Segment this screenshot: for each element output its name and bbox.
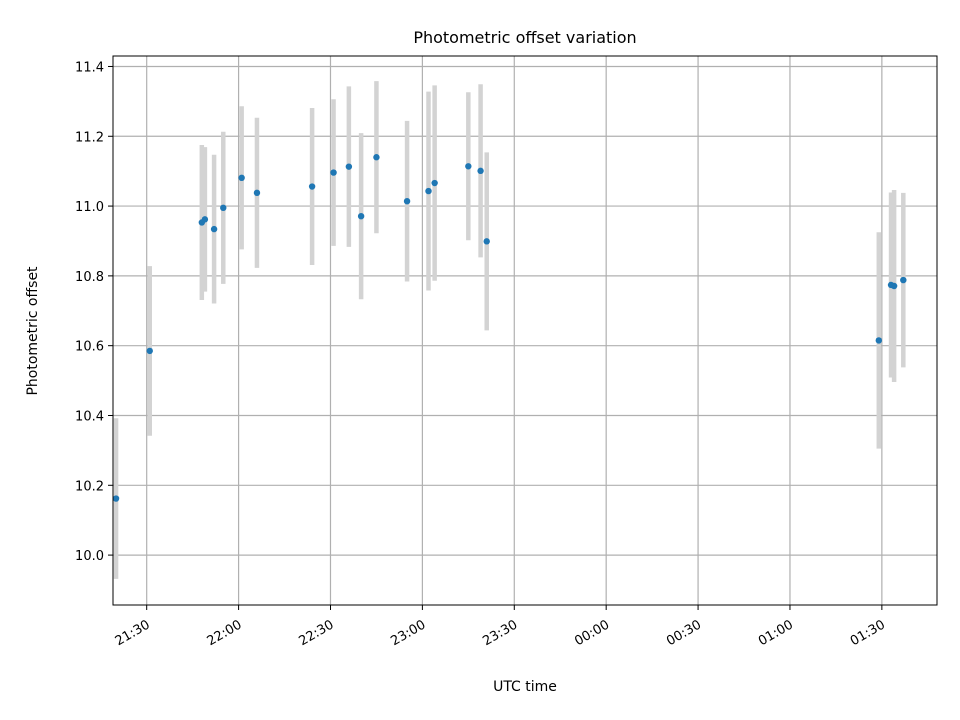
y-axis-label: Photometric offset [25, 266, 41, 396]
y-tick-label: 11.4 [75, 60, 104, 75]
x-tick-label: 00:30 [664, 617, 704, 649]
x-tick-label: 21:30 [113, 617, 153, 649]
x-tick-label: 22:00 [205, 617, 245, 649]
y-tick-label: 10.6 [75, 340, 104, 355]
data-point [483, 238, 490, 245]
x-tick-label: 01:00 [756, 617, 796, 649]
data-point [253, 189, 261, 197]
y-axis-ticks: 10.0 10.2 10.4 10.6 10.8 11.0 11.2 11.4 [75, 60, 113, 564]
data-point [890, 282, 898, 290]
x-tick-label: 23:30 [480, 617, 520, 649]
y-tick-label: 10.0 [75, 549, 104, 564]
x-tick-label: 00:00 [572, 617, 612, 649]
y-tick-label: 10.4 [75, 409, 104, 424]
y-tick-label: 11.0 [75, 200, 104, 215]
data-point [357, 212, 365, 220]
data-point [345, 163, 353, 170]
data-point [875, 337, 882, 344]
data-point [465, 163, 472, 170]
y-tick-label: 11.2 [75, 130, 104, 145]
grid [113, 56, 937, 605]
data-point [146, 347, 153, 355]
data-point [210, 225, 218, 233]
plot-area-frame [112, 55, 938, 606]
data-point [238, 174, 245, 182]
data-point [308, 183, 316, 190]
x-tick-label: 01:30 [848, 617, 888, 649]
y-tick-label: 10.2 [75, 479, 104, 494]
data-point [477, 167, 484, 175]
y-tick-label: 10.8 [75, 270, 104, 285]
x-axis-ticks: 21:30 22:00 22:30 23:00 23:30 00:00 00:30 01:00… [113, 605, 888, 649]
data-point [900, 276, 907, 284]
data-point [330, 169, 337, 176]
x-tick-label: 23:00 [388, 617, 428, 649]
data-point [403, 197, 411, 205]
data-point [112, 495, 120, 502]
data-point [201, 216, 209, 223]
x-tick-label: 22:30 [297, 617, 337, 649]
data-points [112, 154, 907, 502]
data-point [425, 187, 432, 195]
data-point [220, 204, 227, 212]
data-point [373, 154, 380, 161]
error-bars [113, 81, 906, 579]
x-axis-label: UTC time [493, 679, 557, 695]
chart-title: Photometric offset variation [413, 28, 636, 47]
data-point [431, 179, 438, 187]
